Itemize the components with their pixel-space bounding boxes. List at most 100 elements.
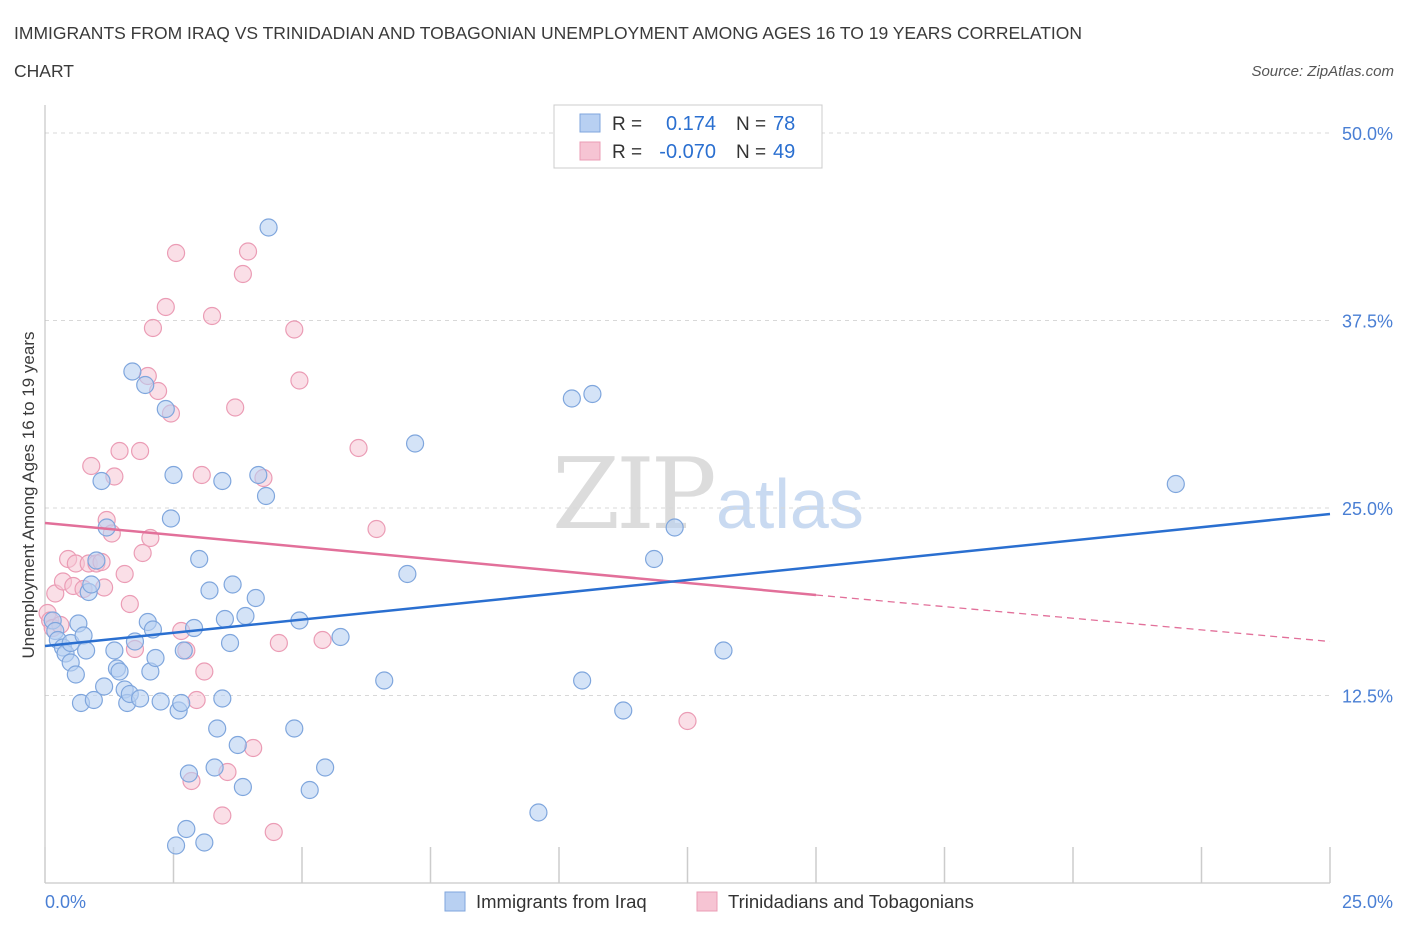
point-iraq-44 [190,549,209,569]
point-trinidad-35 [192,465,211,485]
point-iraq-28 [136,375,155,395]
legend-label-trinidad: Trinidadians and Tobagonians [728,891,974,912]
point-iraq-21 [110,662,129,681]
point-iraq-68 [405,434,425,453]
point-iraq-51 [215,609,234,629]
point-iraq-14 [82,575,101,594]
point-trinidad-37 [202,306,222,326]
point-trinidad-49 [313,630,332,650]
point-trinidad-45 [264,822,283,842]
legend-n-value-trinidad: 49 [773,141,795,163]
point-trinidad-52 [678,711,697,731]
point-iraq-60 [259,218,278,237]
point-iraq-69 [529,803,548,822]
point-iraq-47 [205,758,224,777]
point-iraq-52 [220,633,240,653]
point-iraq-13 [84,690,103,710]
legend-n-label-iraq: N = [736,114,766,135]
point-trinidad-43 [244,738,263,758]
point-trinidad-50 [349,438,368,458]
point-iraq-27 [130,689,150,708]
point-iraq-64 [316,758,335,777]
point-iraq-45 [195,833,214,852]
trend-line-trinidad [44,521,817,597]
legend-label-iraq: Immigrants from Iraq [476,891,647,912]
point-trinidad-51 [367,519,386,539]
legend-swatch-trinidad-bottom [696,891,718,912]
point-trinidad-47 [285,320,304,339]
x-tick-label-0: 0.0% [45,892,86,912]
point-iraq-77 [1166,474,1185,494]
legend-n-label-trinidad: N = [736,142,766,163]
y-axis-label: Unemployment Among Ages 16 to 19 years [19,332,38,659]
point-trinidad-48 [290,371,309,390]
legend-r-value-trinidad: -0.070 [659,141,716,163]
point-iraq-74 [644,549,664,569]
y-tick-label-0: 12.5% [1342,687,1393,707]
point-iraq-48 [208,719,227,738]
legend-r-value-iraq: 0.174 [666,113,716,135]
y-tick-label-2: 37.5% [1342,312,1393,332]
legend-swatch-iraq [579,113,601,133]
legend-r-label-trinidad: R = [612,142,642,163]
x-axis-ticks [44,847,1331,883]
trend-lines [44,512,1331,648]
point-iraq-57 [246,588,265,608]
point-iraq-41 [177,819,196,839]
point-iraq-46 [200,581,219,600]
point-iraq-54 [228,735,247,755]
point-trinidad-42 [238,242,258,261]
point-trinidad-36 [195,662,214,681]
point-iraq-67 [398,564,417,584]
point-iraq-37 [166,836,186,855]
point-iraq-53 [223,575,242,594]
point-iraq-66 [375,671,394,690]
point-iraq-7 [66,665,85,684]
point-trinidad-18 [110,441,129,461]
point-iraq-40 [174,641,193,660]
correlation-legend: R = 0.174 N = 78 R = -0.070 N = 49 [553,104,823,169]
point-iraq-16 [92,471,111,491]
point-iraq-32 [146,648,165,668]
trend-line-trinidad-extension [815,594,1331,643]
point-trinidad-22 [130,441,150,461]
point-iraq-73 [614,701,633,720]
point-iraq-61 [285,719,304,738]
point-iraq-17 [95,677,114,696]
point-trinidad-11 [82,456,101,476]
point-iraq-36 [164,465,183,485]
point-iraq-72 [583,384,602,404]
point-trinidad-38 [213,806,232,825]
point-iraq-39 [172,693,191,713]
point-iraq-33 [151,692,170,711]
point-iraq-35 [161,509,181,528]
point-iraq-55 [233,777,252,797]
point-iraq-25 [123,362,142,381]
point-iraq-63 [300,780,319,800]
point-trinidad-34 [187,690,206,710]
chart-title-line2: CHART [14,61,74,81]
x-axis-tick-labels: 0.0% 25.0% [45,892,1393,912]
point-iraq-65 [331,627,350,647]
point-iraq-70 [562,389,581,408]
legend-swatch-iraq-bottom [444,891,466,912]
point-trinidad-30 [166,243,186,263]
point-iraq-34 [156,399,175,419]
point-trinidad-46 [269,633,288,653]
legend-r-label-iraq: R = [612,114,642,135]
point-trinidad-28 [156,297,175,317]
point-iraq-58 [249,465,268,485]
series-iraq-points [43,218,1185,855]
point-iraq-11 [77,641,96,660]
x-tick-label-1: 25.0% [1342,892,1393,912]
point-iraq-50 [213,471,232,491]
point-trinidad-41 [233,264,252,284]
point-trinidad-23 [133,543,152,563]
point-trinidad-20 [120,594,139,614]
y-tick-label-3: 50.0% [1342,124,1393,144]
point-iraq-43 [184,618,204,638]
point-iraq-75 [665,518,684,537]
chart-title-line1: IMMIGRANTS FROM IRAQ VS TRINIDADIAN AND … [14,23,1082,43]
point-iraq-19 [105,641,124,660]
point-iraq-49 [213,689,232,708]
